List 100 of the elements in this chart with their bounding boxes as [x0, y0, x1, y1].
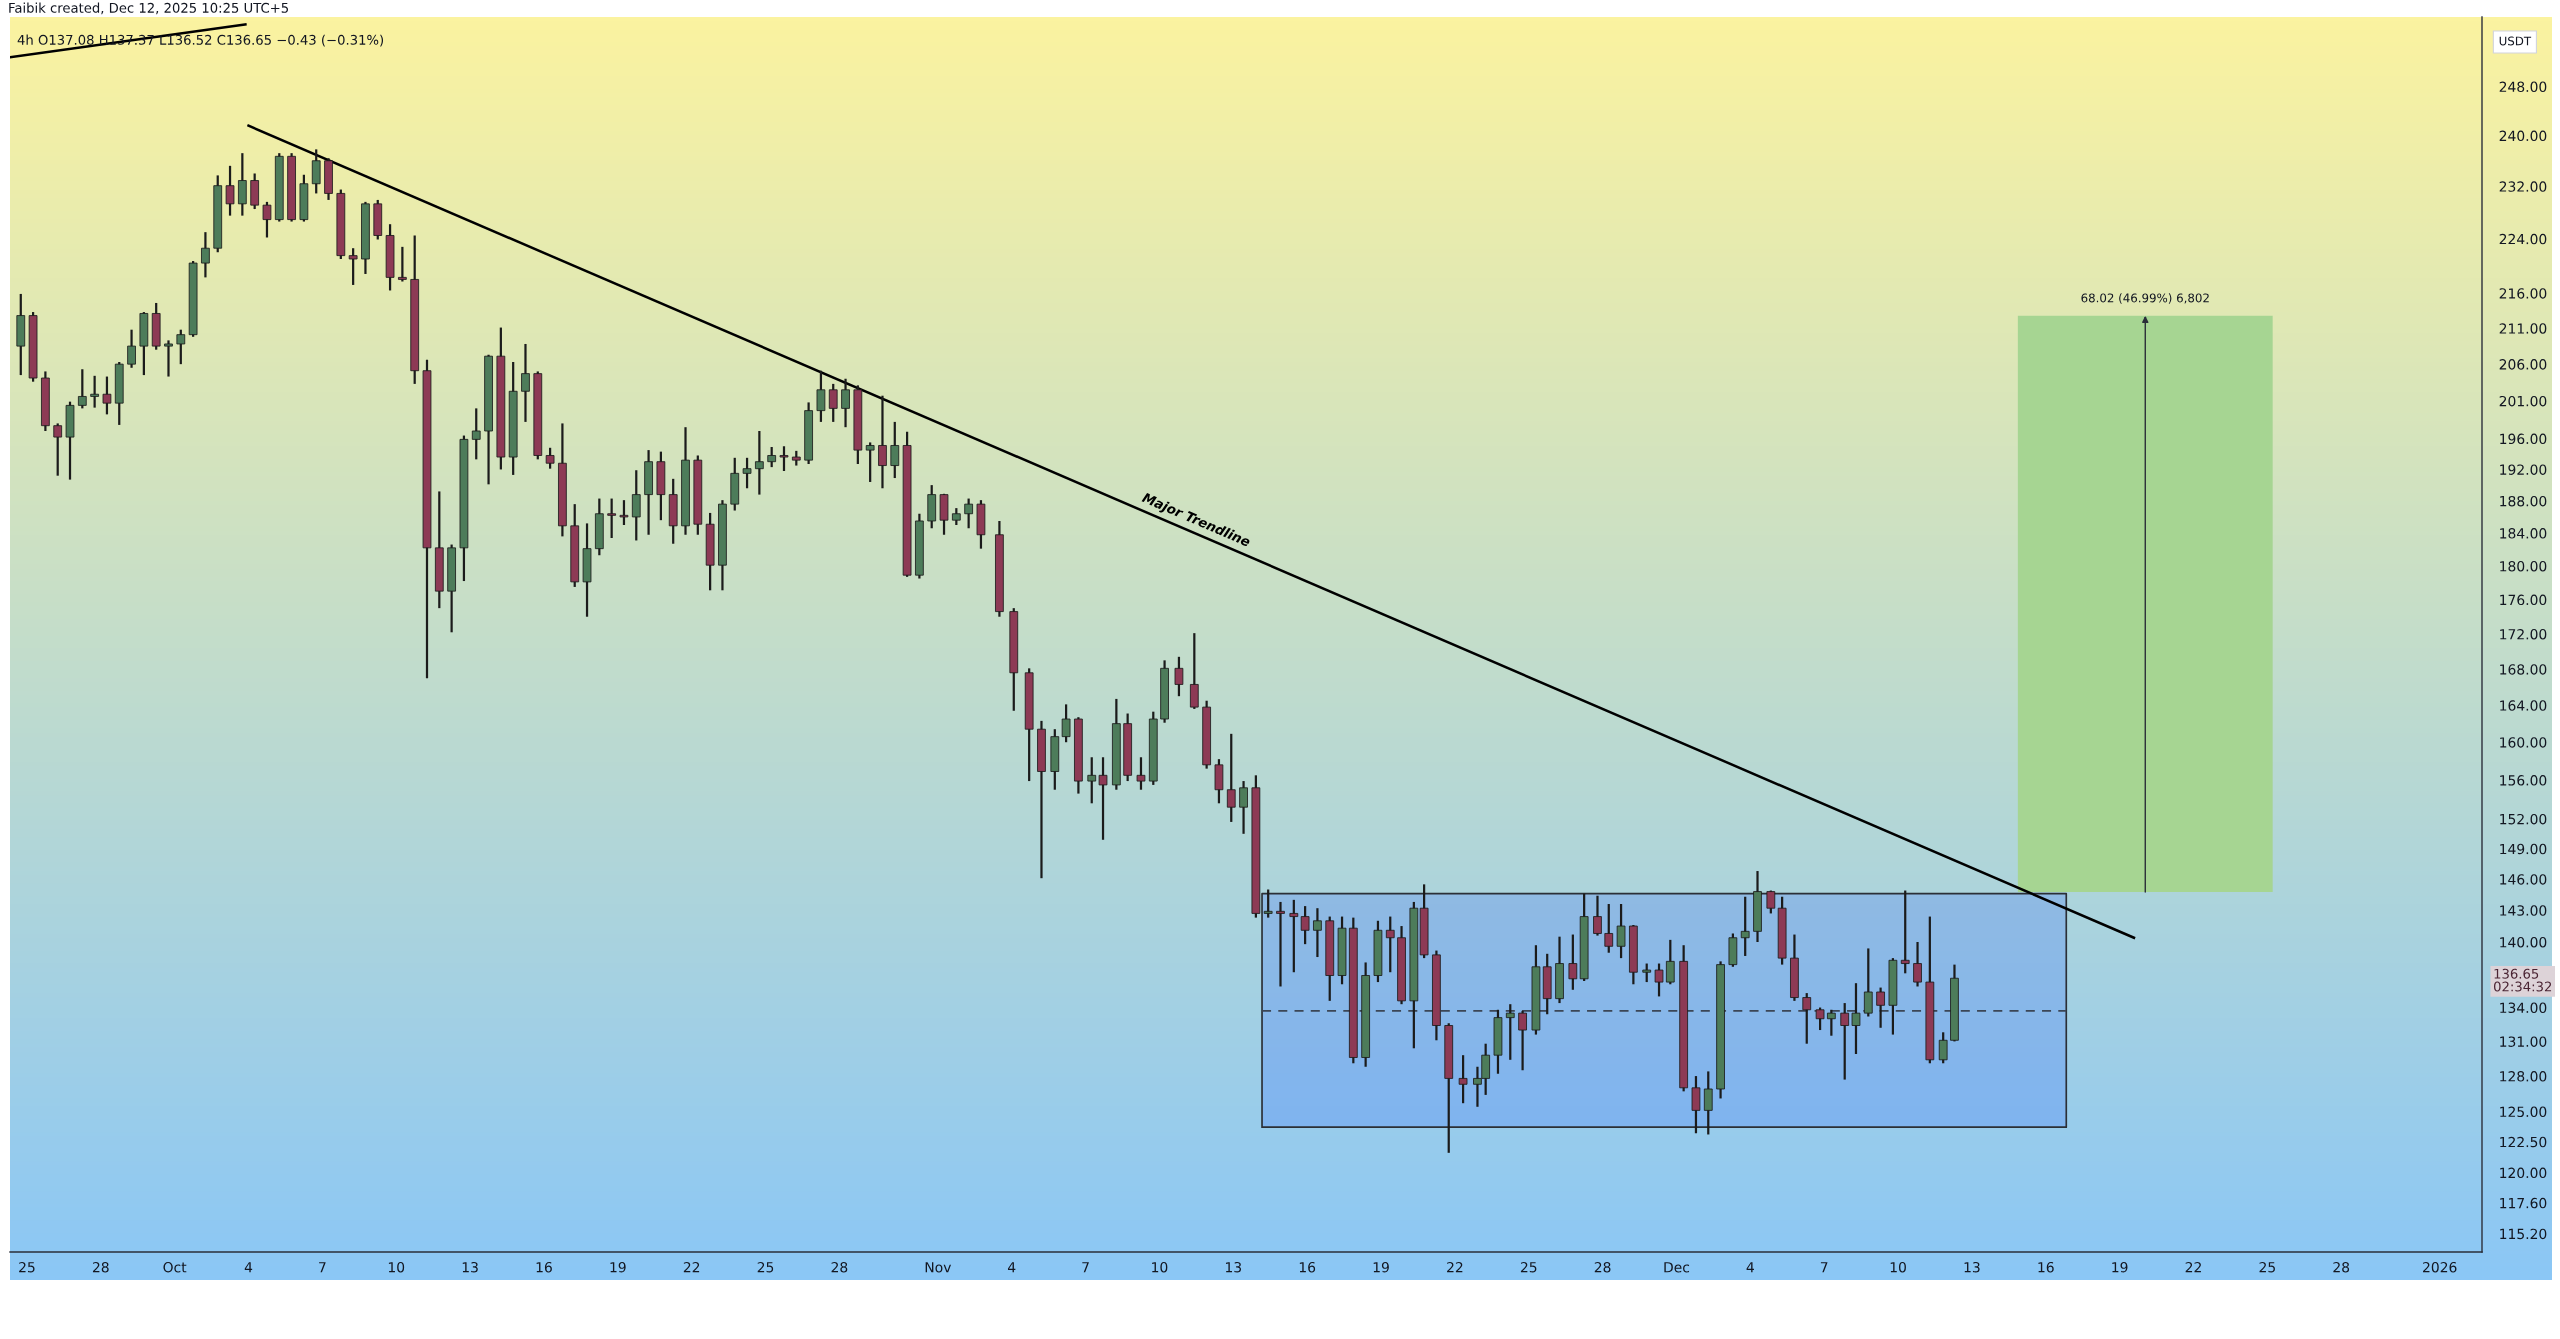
text: Faibik created, Dec 12, 2025 10:25 UTC+5: [9, 2, 288, 15]
x-tick-label: 7: [319, 1262, 326, 1273]
x-tick-label: 10: [388, 1261, 405, 1273]
x-tick-label: 22: [1447, 1261, 1463, 1273]
x-tick-label: 16: [536, 1261, 552, 1273]
y-tick-label: 192.00: [2500, 464, 2547, 475]
candlestick: [471, 407, 481, 461]
y-tick-label: 248.00: [2499, 81, 2547, 93]
candlestick: [164, 339, 173, 378]
y-tick-label: 131.00: [2500, 1036, 2547, 1047]
candlestick: [607, 497, 617, 540]
x-tick-label: 19: [1373, 1261, 1389, 1273]
x-tick-label: 25: [1520, 1261, 1537, 1273]
candlestick: [742, 456, 752, 490]
candlestick: [828, 382, 838, 424]
x-tick-label: 4: [244, 1262, 253, 1273]
candlestick: [1840, 1001, 1850, 1081]
x-tick-label: 13: [462, 1261, 478, 1273]
candlestick: [1876, 986, 1885, 1029]
candlestick: [1276, 900, 1285, 988]
y-tick-label: 134.00: [2500, 1002, 2547, 1014]
candlestick: [878, 394, 887, 490]
candlestick: [545, 446, 555, 470]
candlestick: [816, 369, 826, 424]
x-tick-label: 7: [1082, 1262, 1089, 1273]
candlestick: [1827, 1008, 1836, 1037]
candlestick: [53, 422, 63, 477]
text: 136.65 02:34:32: [2493, 968, 2552, 992]
candlestick: [1518, 1009, 1527, 1072]
candlestick: [77, 368, 87, 410]
y-tick-label: 168.00: [2500, 664, 2547, 675]
candlestick: [619, 499, 629, 527]
candlestick: [225, 164, 235, 217]
y-tick-label: 196.00: [2500, 433, 2547, 445]
candlestick: [1189, 632, 1199, 711]
x-tick-label: 28: [92, 1261, 109, 1273]
candlestick: [1289, 898, 1299, 974]
candlestick: [1642, 962, 1652, 984]
candlestick: [1226, 732, 1236, 824]
y-tick-label: 146.00: [2500, 874, 2547, 885]
x-tick-label: 25: [2259, 1261, 2275, 1273]
candlestick: [201, 231, 210, 279]
candlestick: [1604, 902, 1614, 954]
candlestick: [631, 469, 641, 542]
y-tick-label: 120.00: [2500, 1167, 2547, 1179]
y-tick-label: 240.00: [2499, 130, 2547, 142]
candlestick: [865, 441, 875, 484]
candlestick: [521, 342, 530, 424]
y-tick-label: 143.00: [2500, 905, 2547, 916]
y-tick-label: 125.00: [2500, 1106, 2547, 1118]
candlestick: [1703, 1070, 1713, 1136]
x-tick-label: 13: [1964, 1261, 1980, 1273]
candlestick: [1851, 982, 1861, 1056]
x-tick-label: 16: [2038, 1261, 2054, 1273]
x-tick-label: 19: [2112, 1261, 2128, 1273]
candlestick: [237, 152, 247, 217]
x-tick-label: 19: [610, 1261, 626, 1273]
candlestick: [102, 375, 112, 416]
candlestick: [841, 377, 850, 429]
candlestick: [1938, 1031, 1948, 1065]
x-tick-label: 22: [2185, 1261, 2201, 1273]
candlestick: [90, 374, 99, 409]
y-tick-label: 176.00: [2500, 594, 2547, 606]
x-tick-label: 2026: [2423, 1261, 2457, 1273]
candlestick: [755, 429, 764, 496]
candlestick: [176, 328, 186, 366]
x-tick-label: Dec: [1664, 1262, 1690, 1273]
candlestick: [1568, 933, 1578, 991]
y-tick-label: 180.00: [2500, 560, 2547, 572]
data-label: 68.02 (46.99%) 6,802: [2081, 293, 2209, 304]
x-tick-label: 7: [1820, 1262, 1828, 1273]
y-tick-label: 216.00: [2499, 288, 2547, 299]
candlestick: [1300, 904, 1310, 946]
x-tick-label: 4: [1007, 1262, 1016, 1273]
y-axis-title: USDT: [2499, 36, 2532, 46]
candlestick: [1263, 888, 1273, 919]
x-tick-label: 28: [831, 1261, 848, 1273]
x-tick-label: 16: [1299, 1261, 1316, 1273]
candlestick: [1900, 889, 1910, 975]
candlestick: [1616, 902, 1626, 960]
x-tick-label: Nov: [925, 1262, 951, 1273]
y-tick-label: 156.00: [2500, 775, 2547, 786]
candlestick: [1098, 756, 1108, 841]
x-tick-label: 22: [683, 1261, 700, 1273]
y-tick-label: 164.00: [2500, 700, 2547, 711]
x-tick-label: 25: [19, 1261, 35, 1273]
candlestick: [1174, 655, 1184, 698]
y-tick-label: 149.00: [2500, 843, 2547, 855]
y-tick-label: 140.00: [2500, 936, 2547, 948]
candlestick: [779, 445, 789, 473]
candlestick: [1593, 894, 1602, 937]
candlestick: [767, 445, 777, 469]
candlestick: [1815, 1006, 1825, 1032]
candlestick: [964, 497, 973, 530]
candlestick: [1740, 895, 1750, 958]
x-tick-label: 10: [1890, 1261, 1906, 1273]
x-tick-label: 25: [757, 1261, 774, 1273]
candlestick: [1458, 1054, 1468, 1105]
candlestick: [1505, 1003, 1515, 1061]
candlestick: [1654, 962, 1664, 998]
